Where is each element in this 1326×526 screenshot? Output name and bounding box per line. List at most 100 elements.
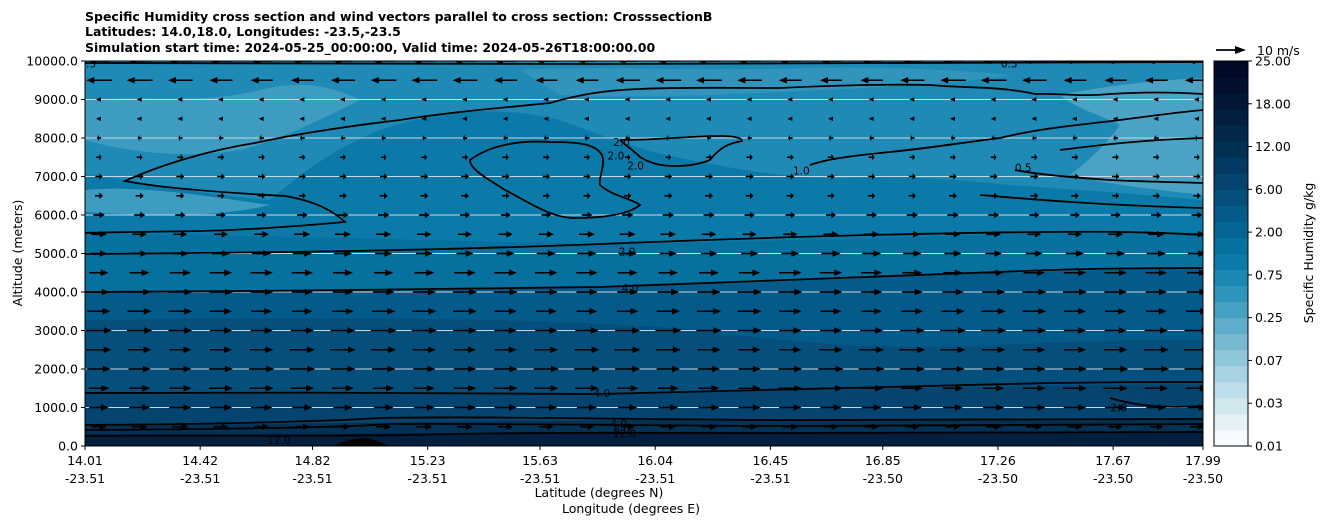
colorbar-segment — [1214, 77, 1248, 94]
wind-vector — [1146, 404, 1167, 411]
contour-label: 2.0 — [619, 247, 636, 259]
wind-vector — [982, 61, 1005, 65]
wind-vector — [615, 76, 640, 84]
wind-vector — [332, 307, 354, 315]
wind-vector — [371, 346, 397, 354]
wind-vector — [581, 211, 593, 219]
wind-vector — [747, 134, 752, 142]
y-tick-label: 10000.0 — [26, 54, 78, 69]
wind-vector — [742, 230, 757, 238]
wind-vector — [655, 76, 682, 84]
wind-vector — [666, 134, 671, 142]
wind-vector — [340, 134, 346, 142]
wind-vector — [820, 61, 842, 65]
wind-vector — [91, 423, 107, 431]
colorbar-tick-label: 0.03 — [1255, 396, 1283, 411]
wind-vector — [1112, 116, 1118, 121]
wind-vector — [1112, 97, 1118, 102]
wind-vector — [333, 269, 353, 277]
wind-vector — [461, 192, 469, 200]
wind-vector — [93, 211, 105, 219]
wind-vector — [535, 76, 558, 84]
wind-vector — [706, 97, 711, 102]
wind-vector — [989, 173, 998, 180]
wind-vector — [178, 134, 183, 142]
wind-vector — [947, 211, 959, 219]
wind-vector — [703, 211, 715, 219]
wind-vector — [536, 250, 556, 257]
wind-vector — [659, 250, 677, 257]
wind-vector — [658, 404, 679, 411]
wind-vector — [1029, 211, 1040, 219]
wind-vector — [1153, 97, 1159, 102]
wind-vector — [96, 134, 102, 142]
wind-vector — [169, 346, 192, 354]
wind-vector — [1194, 153, 1200, 161]
wind-vector — [901, 384, 924, 392]
wind-vector — [135, 173, 144, 180]
wind-vector — [291, 307, 313, 315]
x-axis: 14.01 -23.51 14.42 -23.51 14.82 -23.51 15.23 -2… — [65, 446, 1223, 486]
colorbar-tick-label: 0.25 — [1255, 310, 1283, 325]
wind-vector — [494, 269, 517, 277]
wind-vector — [787, 153, 794, 161]
wind-vector — [538, 230, 554, 238]
colorbar-segment — [1214, 125, 1248, 142]
wind-vector — [655, 346, 681, 354]
wind-vector — [983, 404, 1005, 411]
wind-vector — [128, 288, 152, 296]
colorbar-segment — [1214, 317, 1248, 335]
contour-labels: 0.5 0.52.02.02.0 1.0 0.52.04.04.02.04.06.01… — [85, 61, 1127, 446]
wind-vector — [664, 173, 673, 180]
wind-vector — [985, 250, 1002, 257]
wind-vector — [456, 423, 474, 431]
wind-vector — [903, 250, 922, 257]
wind-vector — [576, 307, 598, 315]
wind-vector — [698, 269, 720, 277]
wind-vector — [1022, 76, 1047, 84]
wind-vector — [1144, 76, 1168, 84]
wind-vector — [251, 61, 272, 65]
wind-vector — [861, 288, 883, 296]
wind-vector — [250, 269, 273, 277]
wind-vector — [1063, 327, 1087, 334]
wind-vectors — [86, 61, 1203, 431]
wind-vector — [616, 384, 639, 392]
wind-vector — [1187, 61, 1203, 65]
wind-vector — [132, 230, 147, 238]
wind-vector — [909, 153, 916, 161]
wind-vector — [1063, 346, 1087, 354]
wind-vector — [168, 307, 193, 315]
wind-vector — [909, 97, 915, 102]
wind-vector — [176, 192, 185, 200]
wind-vector — [901, 307, 924, 315]
wind-vector — [416, 423, 433, 431]
wind-vector — [176, 173, 185, 180]
wind-vector — [335, 423, 351, 431]
wind-vector — [418, 211, 430, 219]
wind-vector — [738, 365, 761, 373]
humidity-band-surface-max — [85, 432, 1203, 446]
wind-vector — [169, 384, 192, 392]
wind-vector — [988, 211, 1000, 219]
colorbar-tick-label: 6.00 — [1255, 182, 1283, 197]
wind-vector — [701, 230, 717, 238]
wind-vector — [1023, 365, 1046, 373]
wind-vector — [584, 134, 590, 142]
wind-vector — [453, 346, 477, 354]
wind-vector — [299, 97, 305, 102]
wind-vector — [209, 76, 233, 84]
wind-vector — [989, 192, 998, 200]
wind-vector — [1193, 173, 1201, 180]
wind-vector — [990, 97, 996, 102]
wind-vector — [656, 307, 680, 315]
x-tick-label-lat: 14.01 — [67, 453, 103, 468]
wind-vector — [292, 61, 313, 65]
wind-vector — [168, 327, 193, 334]
wind-vector — [330, 327, 356, 334]
wind-vector — [660, 423, 676, 431]
wind-vector — [454, 269, 476, 277]
wind-vector — [1063, 288, 1087, 296]
wind-vector — [1065, 250, 1085, 257]
wind-vector — [298, 173, 306, 180]
